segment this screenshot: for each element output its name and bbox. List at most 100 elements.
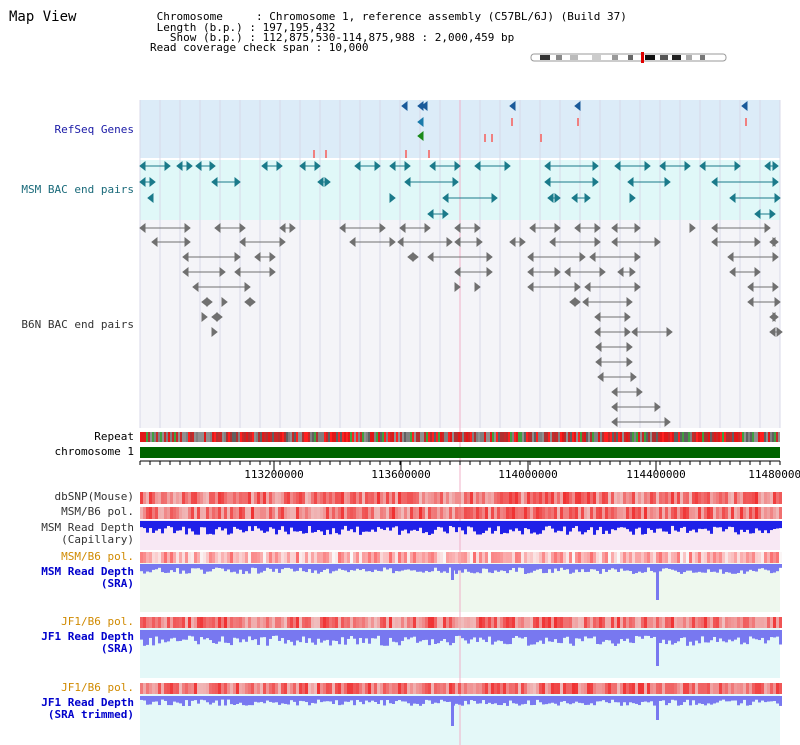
jf1-depth-sra-bar: [149, 630, 152, 638]
msm-b6-pol-cell: [764, 507, 767, 519]
repeat-cell: [740, 432, 742, 442]
msm-depth-sra-bar: [668, 564, 671, 569]
jf1-b6-pol-cell: [428, 617, 431, 628]
msm-depth-sra-bar: [725, 564, 728, 573]
jf1-depth-trim-bar: [530, 696, 533, 706]
jf1-b6-pol-cell: [161, 617, 164, 628]
msm-depth-cap-bar: [311, 521, 314, 533]
msm-depth-sra-bar: [776, 564, 779, 572]
jf1-depth-trim-bar: [155, 696, 158, 702]
repeat-cell: [438, 432, 440, 442]
jf1-depth-sra-bar: [185, 630, 188, 640]
repeat-cell: [528, 432, 530, 442]
msm-b6-pol-cell: [737, 507, 740, 519]
msm-b6-pol-sra-cell: [521, 552, 524, 563]
msm-b6-pol-cell: [461, 507, 464, 519]
msm-depth-cap-bar: [272, 521, 275, 529]
axis-tick-3: 114000000: [498, 468, 558, 481]
repeat-cell: [674, 432, 676, 442]
msm-b6-pol-sra-cell: [575, 552, 578, 563]
dbsnp-cell: [620, 492, 623, 504]
jf1-depth-trim-bar: [320, 696, 323, 703]
jf1-depth-sra-bar: [566, 630, 569, 637]
msm-b6-pol-sra-cell: [413, 552, 416, 563]
repeat-cell: [510, 432, 512, 442]
msm-depth-sra-bar: [746, 564, 749, 572]
msm-bac-pair-1-start: [176, 160, 183, 172]
msm-b6-pol-sra-cell: [191, 552, 194, 563]
msm-bac-pair-20-end: [772, 176, 779, 188]
msm-b6-pol-cell: [329, 507, 332, 519]
msm-depth-cap-bar: [521, 521, 524, 535]
msm-b6-pol-sra-cell: [665, 552, 668, 563]
jf1-b6-pol-2-cell: [533, 683, 536, 694]
msm-depth-sra-bar: [527, 564, 530, 574]
repeat-cell: [548, 432, 550, 442]
msm-b6-pol-sra-cell: [212, 552, 215, 563]
jf1-depth-trim-bar: [308, 696, 311, 706]
jf1-b6-pol-cell: [746, 617, 749, 628]
msm-depth-cap-bar: [476, 521, 479, 535]
jf1-b6-pol-2-cell: [704, 683, 707, 694]
repeat-cell: [246, 432, 248, 442]
msm-b6-pol-sra-cell: [260, 552, 263, 563]
msm-depth-sra-bar: [377, 564, 380, 571]
jf1-b6-pol-cell: [296, 617, 299, 628]
msm-b6-pol-cell: [314, 507, 317, 519]
msm-b6-pol-sra-cell: [296, 552, 299, 563]
msm-bac-pair-8-start: [474, 160, 481, 172]
msm-depth-sra-bar: [422, 564, 425, 573]
repeat-cell: [232, 432, 234, 442]
msm-depth-sra-bar: [545, 564, 548, 573]
jf1-depth-sra-bar: [218, 630, 221, 642]
jf1-b6-pol-cell: [479, 617, 482, 628]
repeat-cell: [766, 432, 768, 442]
msm-depth-cap-bar: [377, 521, 380, 528]
jf1-b6-pol-cell: [209, 617, 212, 628]
msm-depth-cap-bar: [671, 521, 674, 526]
jf1-b6-pol-cell: [629, 617, 632, 628]
jf1-depth-trim-bar: [227, 696, 230, 700]
msm-b6-pol-sra-cell: [686, 552, 689, 563]
jf1-b6-pol-cell: [548, 617, 551, 628]
dbsnp-cell: [455, 492, 458, 504]
msm-b6-pol-cell: [149, 507, 152, 519]
jf1-b6-pol-2-cell: [728, 683, 731, 694]
dbsnp-cell: [260, 492, 263, 504]
msm-b6-pol-cell: [608, 507, 611, 519]
msm-depth-sra-bar: [434, 564, 437, 568]
msm-b6-pol-cell: [623, 507, 626, 519]
msm-b6-pol-sra-cell: [734, 552, 737, 563]
b6n-bac-pair-13-start: [349, 236, 356, 248]
msm-b6-pol-cell: [605, 507, 608, 519]
msm-b6-pol-cell: [503, 507, 506, 519]
dbsnp-cell: [158, 492, 161, 504]
jf1-depth-trim-bar: [335, 696, 338, 701]
msm-depth-sra-bar: [677, 564, 680, 573]
repeat-cell: [494, 432, 496, 442]
msm-b6-pol-cell: [524, 507, 527, 519]
jf1-depth-sra-bar: [266, 630, 269, 646]
msm-b6-pol-cell: [203, 507, 206, 519]
repeat-cell: [512, 432, 514, 442]
msm-depth-sra-bar: [575, 564, 578, 570]
msm-b6-pol-cell: [719, 507, 722, 519]
jf1-b6-pol-2-cell: [518, 683, 521, 694]
dbsnp-cell: [551, 492, 554, 504]
msm-depth-cap-bar: [461, 521, 464, 531]
jf1-b6-pol-cell: [254, 617, 257, 628]
msm-depth-cap-bar: [542, 521, 545, 531]
jf1-depth-sra-bar: [758, 630, 761, 641]
jf1-b6-pol-cell: [251, 617, 254, 628]
msm-b6-pol-sra-cell: [683, 552, 686, 563]
repeat-cell: [760, 432, 762, 442]
jf1-depth-trim-bar: [398, 696, 401, 701]
jf1-depth-sra-bar: [227, 630, 230, 643]
msm-depth-cap-bar: [257, 521, 260, 529]
dbsnp-cell: [428, 492, 431, 504]
msm-depth-sra-bar: [530, 564, 533, 573]
msm-depth-cap-bar: [245, 521, 248, 532]
jf1-depth-trim-bar: [326, 696, 329, 702]
b6n-bac-pair-46-start: [747, 296, 754, 308]
